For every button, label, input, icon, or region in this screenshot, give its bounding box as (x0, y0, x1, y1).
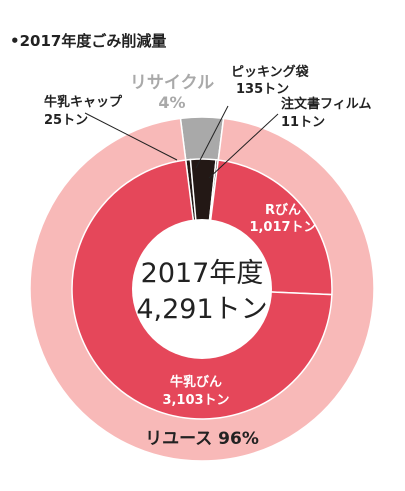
picking-bag-value-label: 135トン (236, 82, 289, 97)
recycle-percent-label: 4% (158, 93, 185, 112)
leader-line-picking-bag (195, 105, 229, 169)
milk-bottle-value-label: 3,103トン (162, 393, 229, 408)
center-year-label: 2017年度 (141, 258, 264, 289)
outer-slice-recycle (179, 116, 225, 162)
chart-title: •2017年度ごみ削減量 (10, 32, 166, 50)
r-bin-name-label: Rびん (265, 203, 301, 218)
order-film-name-label: 注文書フィルム (281, 96, 371, 112)
center-total-label: 4,291トン (136, 294, 267, 325)
leader-line-milk-cap (84, 112, 178, 161)
center-hole (132, 219, 272, 359)
picking-bag-name-label: ピッキング袋 (231, 64, 310, 80)
leader-line-order-film (208, 113, 279, 179)
order-film-value-label: 11トン (281, 115, 325, 130)
reuse-label: リユース 96% (145, 429, 259, 449)
milk-bottle-name-label: 牛乳びん (170, 374, 222, 390)
recycle-label: リサイクル (130, 73, 214, 93)
milk-cap-name-label: 牛乳キャップ (44, 94, 123, 110)
milk-cap-value-label: 25トン (44, 113, 88, 128)
r-bin-value-label: 1,017トン (249, 220, 316, 235)
